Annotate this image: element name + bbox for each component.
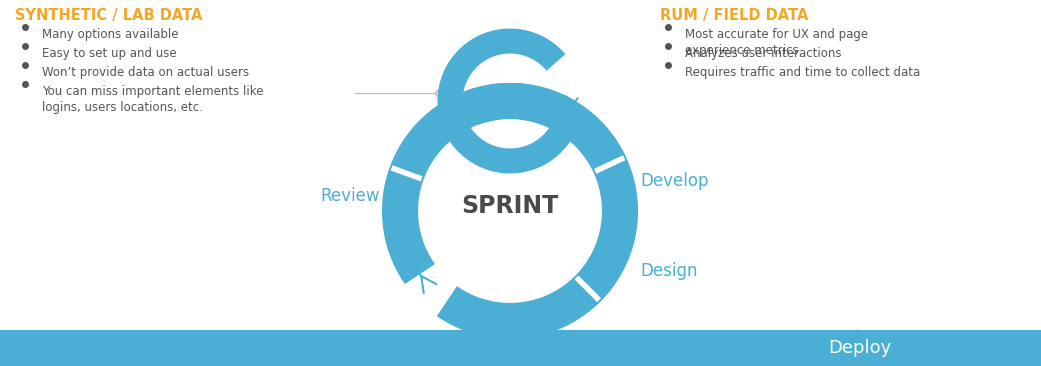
Text: Easy to set up and use: Easy to set up and use [42,47,177,60]
Text: Won’t provide data on actual users: Won’t provide data on actual users [42,66,249,79]
Text: Requires traffic and time to collect data: Requires traffic and time to collect dat… [685,66,920,79]
Text: Deploy: Deploy [829,339,892,357]
Text: Develop: Develop [640,172,709,190]
Text: Test: Test [528,100,561,118]
Text: You can miss important elements like
logins, users locations, etc.: You can miss important elements like log… [42,85,263,114]
Text: SPRINT: SPRINT [461,194,559,218]
Text: Many options available: Many options available [42,28,178,41]
Text: SYNTHETIC / LAB DATA: SYNTHETIC / LAB DATA [15,8,203,23]
Text: Review: Review [321,187,380,205]
Bar [0,330,1041,366]
Text: Most accurate for UX and page
experience metrics: Most accurate for UX and page experience… [685,28,868,57]
Text: Analyzes user interactions: Analyzes user interactions [685,47,841,60]
Text: Design: Design [640,262,697,280]
Text: RUM / FIELD DATA: RUM / FIELD DATA [660,8,809,23]
Ellipse shape [496,115,524,143]
